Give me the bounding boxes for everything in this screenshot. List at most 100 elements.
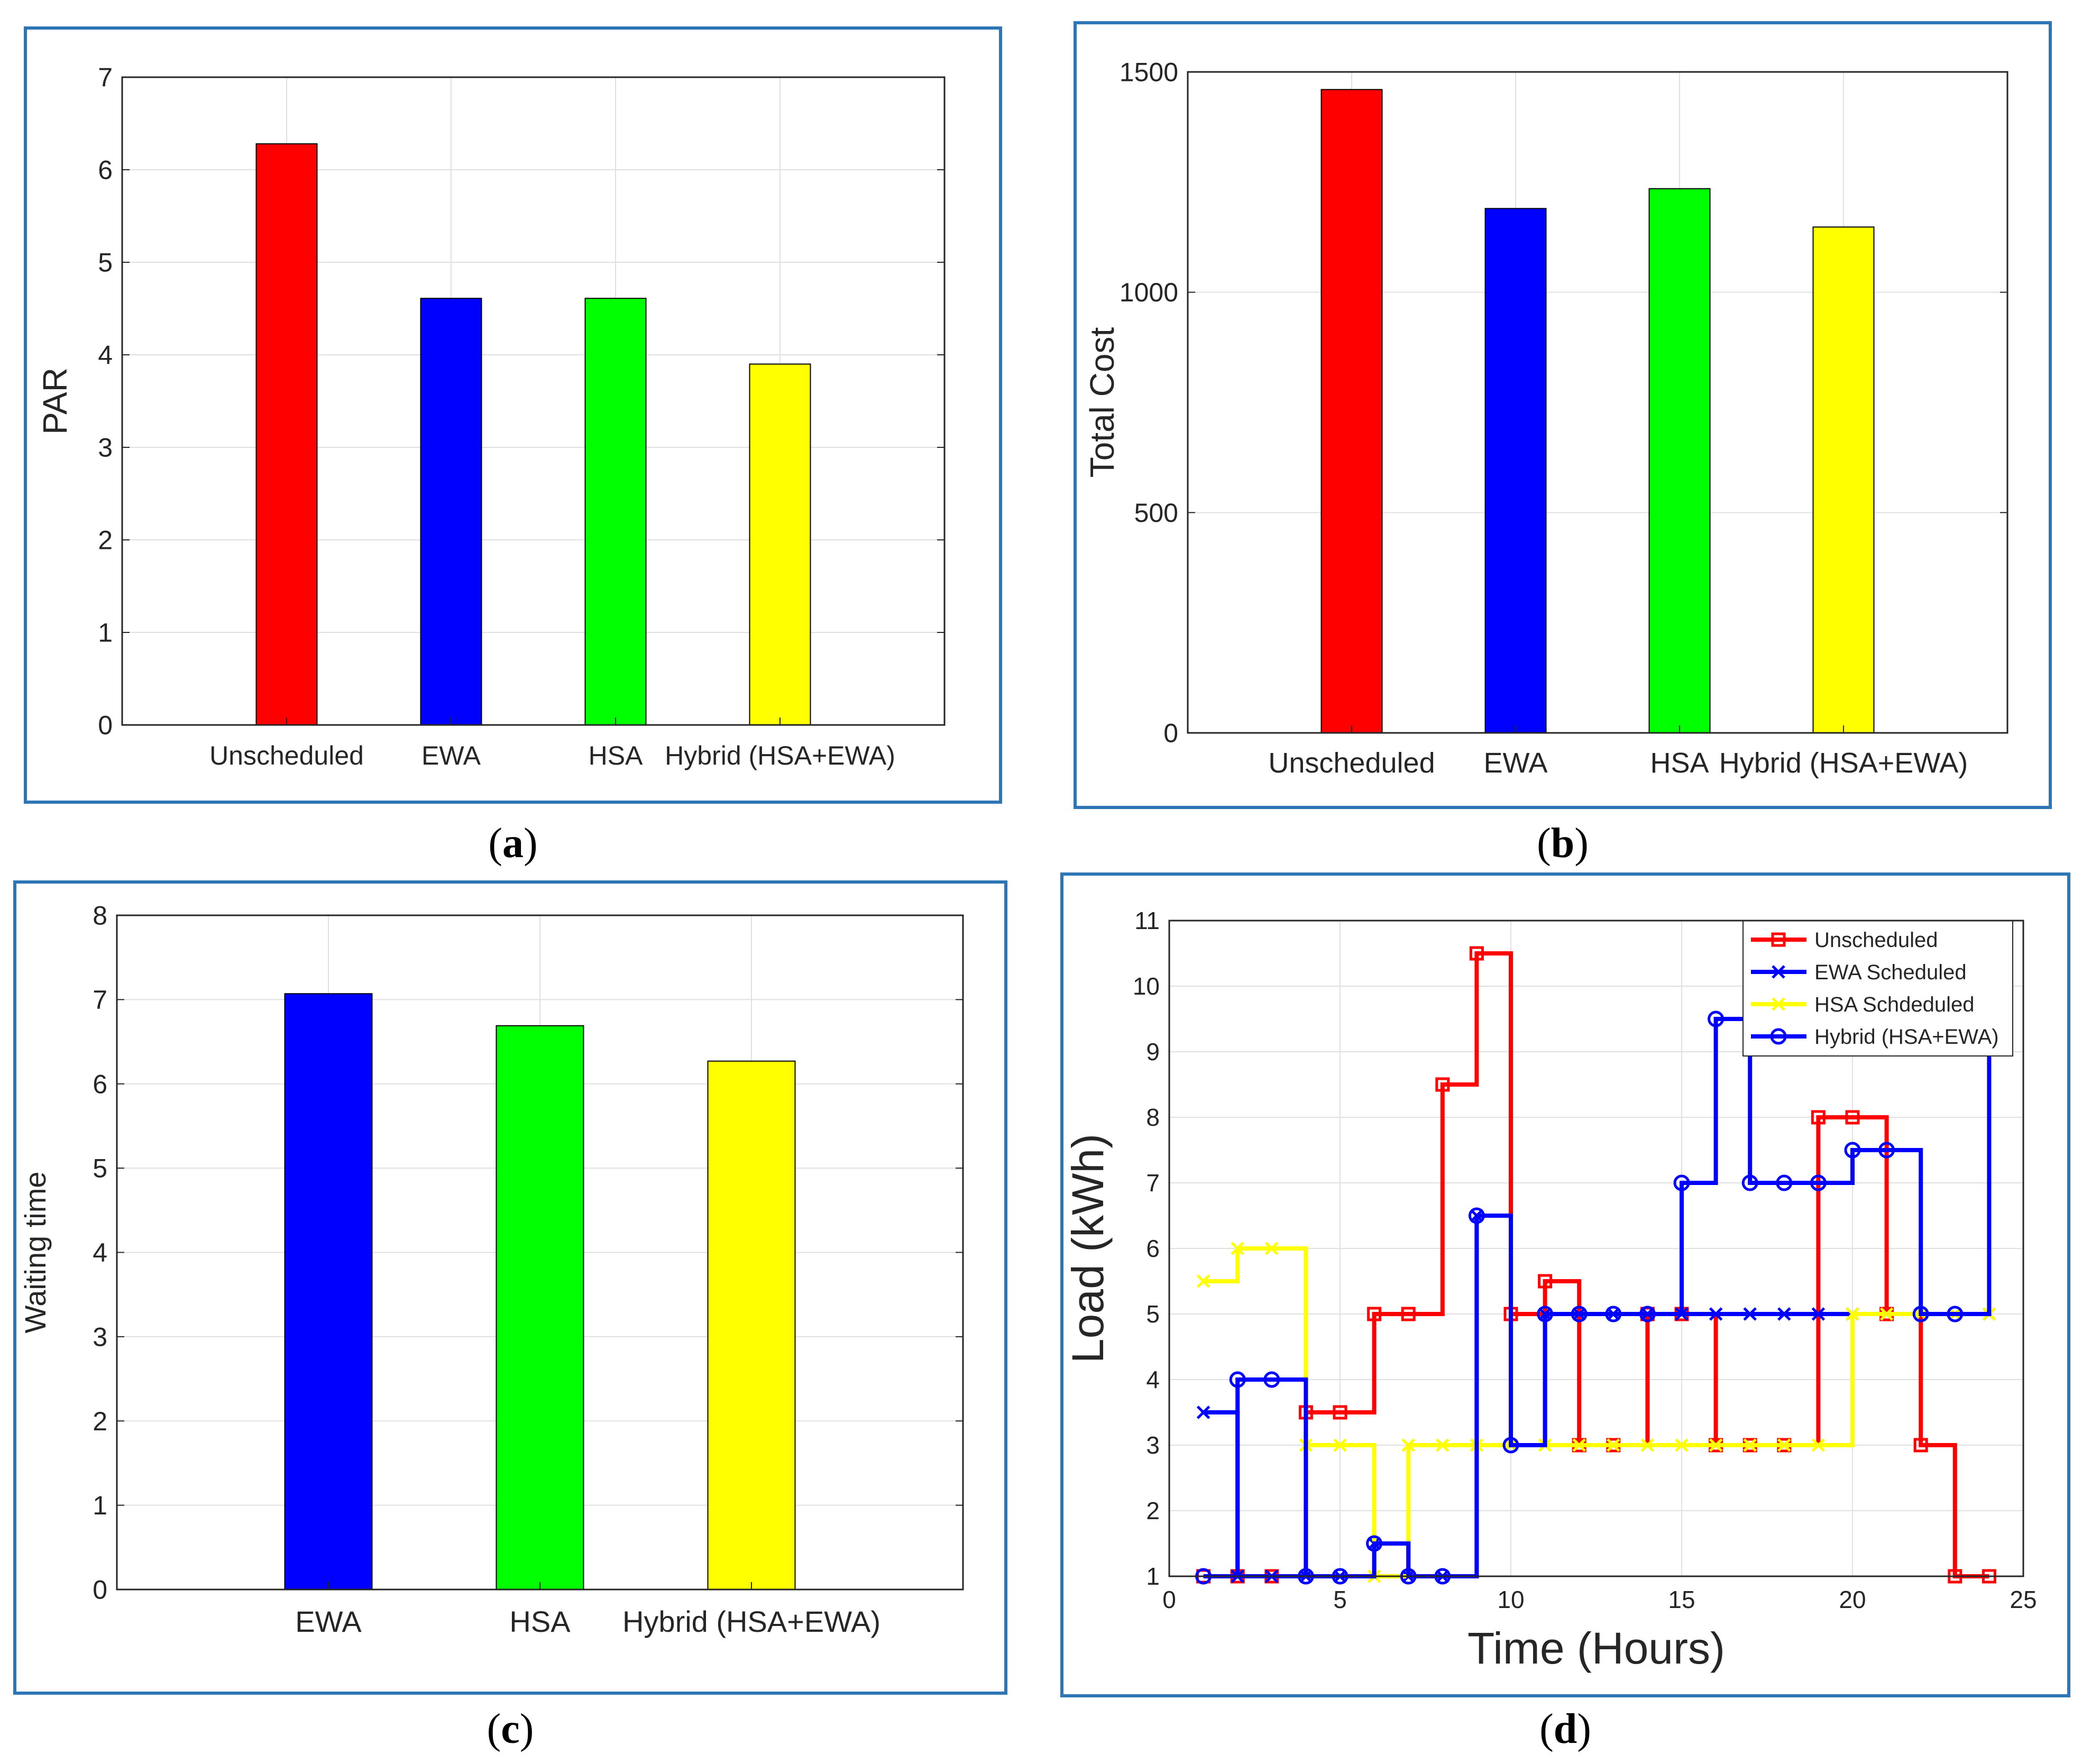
plot-area: [122, 77, 944, 725]
x-marker: [1846, 1307, 1859, 1321]
circle-marker: [1502, 1437, 1519, 1454]
square-marker: [1538, 1274, 1553, 1289]
circle-marker: [1844, 1142, 1861, 1159]
bar-hsa: [496, 1025, 584, 1590]
chart-panel-a: 0 1 2 3 4 5 6 7 Unscheduled EWA HSA Hybrid (HSA+EWA…: [24, 26, 1002, 804]
bar-unscheduled: [255, 143, 318, 725]
bar-hybrid-hsa-ewa-: [707, 1060, 796, 1590]
x-category-label: Hybrid (HSA+EWA): [622, 1605, 881, 1638]
x-marker: [1675, 1438, 1689, 1452]
plot-frame: [1187, 71, 2008, 734]
circle-marker: [1708, 1010, 1725, 1027]
square-marker: [1469, 946, 1484, 961]
bar-chart-par: 0 1 2 3 4 5 6 7 Unscheduled EWA HSA Hybrid (HSA+EWA…: [36, 63, 946, 770]
y-tick-label: 7: [93, 985, 107, 1015]
line-chart-load: 1 2 3 4 5 6 7 8 9 10 11 0 5 10 15 20 25 Unscheduled EWA Sc…: [1063, 907, 2037, 1673]
y-tick-label: 8: [1146, 1104, 1160, 1131]
y-tick-label: 2: [1146, 1497, 1160, 1524]
circle-marker: [1770, 1028, 1787, 1045]
x-marker: [1640, 1438, 1655, 1452]
square-marker: [1435, 1077, 1450, 1092]
y-tick-label: 11: [1134, 907, 1160, 934]
bar-ewa: [420, 298, 482, 725]
x-tick-label: 20: [1839, 1586, 1866, 1613]
x-marker: [1811, 1438, 1826, 1452]
y-tick-label: 5: [93, 1154, 107, 1183]
y-tick-label: 1: [1146, 1563, 1160, 1590]
square-marker: [1913, 1438, 1928, 1453]
bar-hybrid-hsa-ewa-: [1812, 226, 1875, 734]
circle-marker: [1878, 1142, 1895, 1159]
circle-marker: [1229, 1371, 1246, 1388]
chart-panel-c: 0 1 2 3 4 5 6 7 8 EWA HSA Hybrid (HSA+EWA) Waiting t…: [13, 880, 1007, 1695]
y-tick-label: 9: [1146, 1038, 1160, 1065]
circle-marker: [1810, 1174, 1827, 1191]
y-tick-label: 0: [98, 711, 113, 740]
x-category-label: HSA: [1650, 747, 1709, 779]
x-marker: [1772, 997, 1785, 1011]
y-axis-label: Total Cost: [1083, 327, 1121, 478]
square-marker: [1333, 1405, 1347, 1420]
y-tick-label: 0: [1163, 719, 1178, 748]
x-marker: [1401, 1438, 1415, 1452]
y-axis-label: PAR: [36, 368, 74, 435]
x-category-label: HSA: [589, 741, 643, 770]
bar-chart-waiting-time: 0 1 2 3 4 5 6 7 8 EWA HSA Hybrid (HSA+EWA) Waiting t…: [19, 901, 964, 1638]
y-tick-label: 5: [1146, 1300, 1160, 1328]
x-tick-label: 10: [1497, 1586, 1524, 1613]
x-marker: [1772, 965, 1785, 979]
plot-frame: [1168, 920, 2024, 1577]
y-tick-label: 1: [93, 1491, 107, 1520]
y-tick-label: 6: [93, 1069, 107, 1099]
circle-marker: [1741, 1174, 1758, 1191]
y-tick-label: 4: [1146, 1366, 1160, 1393]
plot-frame: [116, 914, 964, 1591]
x-tick-label: 5: [1333, 1586, 1347, 1613]
y-axis-label: Waiting time: [19, 1171, 52, 1333]
caption-a: (a): [488, 820, 538, 867]
square-marker: [1845, 1110, 1860, 1125]
bar-ewa: [284, 993, 373, 1590]
x-axis-label: Time (Hours): [1468, 1623, 1725, 1673]
x-marker: [1572, 1438, 1586, 1452]
circle-marker: [1776, 1174, 1793, 1191]
x-marker: [1777, 1438, 1791, 1452]
x-marker: [1231, 1242, 1244, 1255]
legend-label: HSA Schdeduled: [1814, 993, 1974, 1016]
circle-marker: [1912, 1306, 1929, 1322]
circle-marker: [1468, 1207, 1485, 1224]
x-marker: [1811, 1307, 1826, 1321]
circle-marker: [1605, 1306, 1622, 1322]
y-tick-label: 1500: [1120, 58, 1178, 87]
x-category-label: Hybrid (HSA+EWA): [1719, 747, 1968, 779]
y-tick-label: 3: [1146, 1431, 1160, 1459]
y-tick-label: 2: [93, 1407, 107, 1436]
x-marker: [1196, 1405, 1210, 1419]
x-category-label: EWA: [1484, 747, 1548, 779]
plot-area: [1188, 72, 2007, 733]
square-marker: [1811, 1110, 1826, 1125]
square-marker: [1367, 1307, 1382, 1321]
bar-hybrid-hsa-ewa-: [749, 363, 811, 725]
circle-marker: [1366, 1535, 1383, 1552]
x-tick-label: 15: [1668, 1586, 1695, 1613]
caption-d: (d): [1539, 1706, 1591, 1752]
chart-panel-b: 0 500 1000 1500 Unscheduled EWA HSA Hybrid (HSA…: [1074, 21, 2052, 809]
circle-marker: [1571, 1306, 1588, 1322]
x-marker: [1436, 1438, 1450, 1452]
y-axis-label: Load (kWh): [1063, 1134, 1113, 1363]
circle-marker: [1537, 1306, 1554, 1322]
legend-label: EWA Scheduled: [1814, 961, 1967, 984]
x-marker: [1777, 1307, 1791, 1321]
y-tick-label: 500: [1134, 498, 1178, 528]
circle-marker: [1263, 1371, 1280, 1388]
legend-item: EWA Scheduled: [1751, 961, 1967, 984]
x-marker: [1709, 1438, 1723, 1452]
x-category-label: Unscheduled: [209, 741, 364, 770]
legend-item: HSA Schdeduled: [1751, 993, 1974, 1016]
y-tick-label: 4: [93, 1238, 107, 1267]
y-tick-label: 3: [98, 433, 113, 463]
x-marker: [1265, 1242, 1279, 1255]
bar-ewa: [1484, 208, 1547, 734]
y-tick-label: 3: [93, 1322, 107, 1352]
